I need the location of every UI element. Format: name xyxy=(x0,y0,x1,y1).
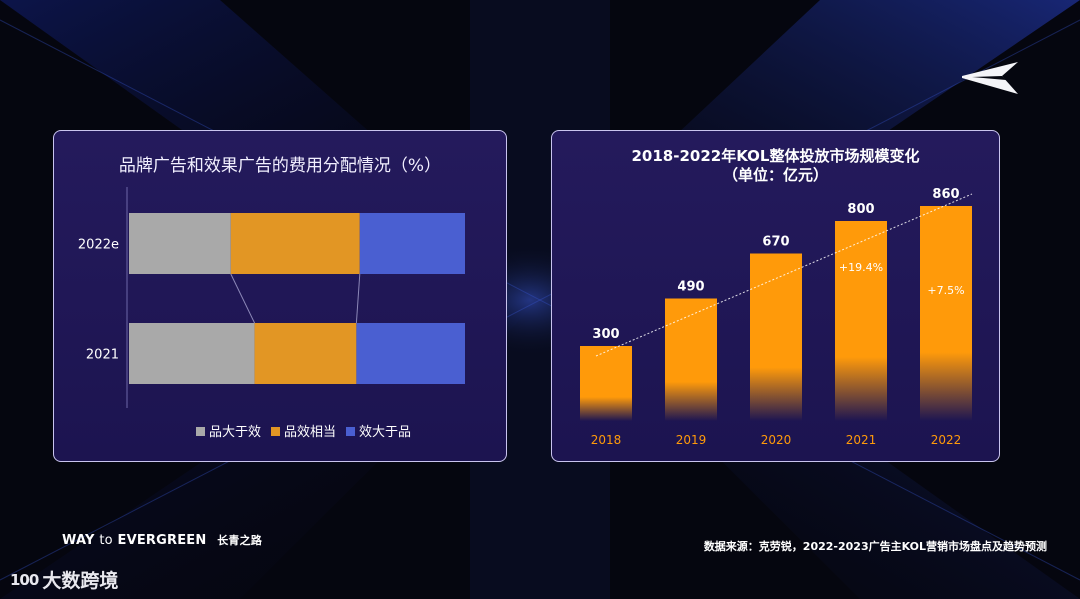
evergreen-text: EVERGREEN xyxy=(117,533,207,548)
brand-mark-icon: 100 xyxy=(10,570,39,589)
left-chart-title: 品牌广告和效果广告的费用分配情况（%） xyxy=(118,156,442,176)
legend-label-3: 效大于品 xyxy=(359,425,411,440)
arrow-chevron-logo-icon xyxy=(962,62,1018,94)
bar-segment-2022e-1 xyxy=(128,212,231,274)
kol-market-chart-panel: 2018-2022年KOL整体投放市场规模变化 （单位：亿元） 300 2018 4… xyxy=(551,130,1000,462)
bar-segment-2021-1 xyxy=(128,322,255,384)
value-label-2020: 670 xyxy=(762,234,789,249)
growth-annotation-2021: +19.4% xyxy=(838,261,882,274)
legend-swatch-3 xyxy=(345,426,355,436)
bar-segment-2021-2 xyxy=(254,322,356,384)
way-to-evergreen-brand: WAY to EVERGREEN 长青之路 xyxy=(62,532,262,548)
bar-segment-2022e-2 xyxy=(230,212,360,274)
x-tick-label-2019: 2019 xyxy=(675,433,706,447)
bar-2018 xyxy=(579,345,632,421)
x-tick-label-2022: 2022 xyxy=(930,433,961,447)
category-label-2021: 2021 xyxy=(85,347,118,362)
legend-label-2: 品效相当 xyxy=(284,425,336,440)
evergreen-cn-text: 长青之路 xyxy=(217,534,263,547)
dashujingjing-logo: 100 大数跨境 xyxy=(10,566,118,593)
stacked-bar-chart: 2022e 2021 品大于效 品效相当 效大于品 xyxy=(77,186,465,440)
bar-2022 xyxy=(919,205,972,421)
bar-2020 xyxy=(749,253,802,421)
bar-segment-2021-3 xyxy=(355,322,465,384)
value-label-2018: 300 xyxy=(592,327,619,342)
brand-name: 大数跨境 xyxy=(42,570,119,592)
right-chart-unit: （单位：亿元） xyxy=(722,166,828,184)
x-tick-label-2021: 2021 xyxy=(845,433,876,447)
x-tick-label-2020: 2020 xyxy=(760,433,791,447)
bar-2019 xyxy=(664,298,717,421)
to-text: to xyxy=(99,533,113,548)
value-label-2021: 800 xyxy=(847,202,874,217)
growth-annotation-2022: +7.5% xyxy=(927,284,964,297)
connector-line xyxy=(229,273,255,323)
right-chart-title: 2018-2022年KOL整体投放市场规模变化 xyxy=(631,147,920,165)
data-source: 数据来源：克劳锐，2022-2023广告主KOL营销市场盘点及趋势预测 xyxy=(703,540,1047,553)
category-label-2022e: 2022e xyxy=(77,237,118,252)
legend-swatch-1 xyxy=(195,426,205,436)
value-label-2019: 490 xyxy=(677,279,704,294)
trend-line xyxy=(595,193,972,356)
x-tick-label-2018: 2018 xyxy=(590,433,621,447)
legend-swatch-2 xyxy=(270,426,280,436)
brand-vs-performance-chart-panel: 品牌广告和效果广告的费用分配情况（%） 2022e 2021 品大于效 品效相当 效大于… xyxy=(53,130,507,462)
bar-segment-2022e-3 xyxy=(359,212,465,274)
legend-label-1: 品大于效 xyxy=(209,425,261,440)
kol-bar-chart: 300 2018 490 2019 670 2020 800 2021 860 2022 +19.4… xyxy=(579,187,972,447)
way-text: WAY xyxy=(62,533,95,548)
connector-line xyxy=(355,273,360,323)
bar-2021 xyxy=(834,220,887,421)
value-label-2022: 860 xyxy=(932,187,959,202)
